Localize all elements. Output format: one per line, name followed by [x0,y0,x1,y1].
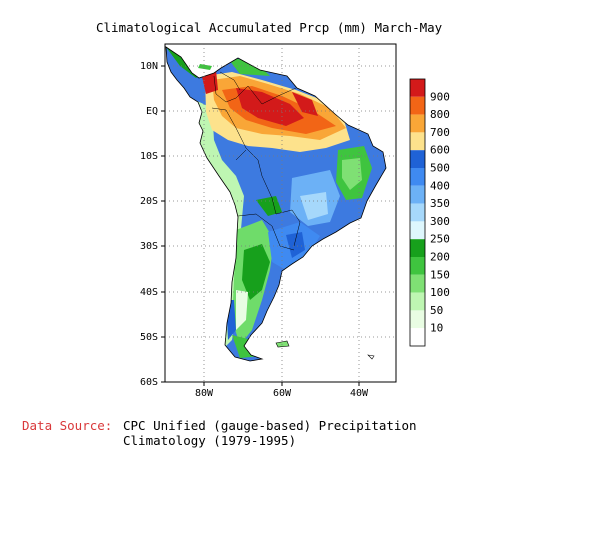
legend-swatch [410,114,425,133]
lat-label: 20S [140,196,158,207]
data-source-label: Data Source: [22,418,113,433]
legend-swatch [410,257,425,275]
data-source-line: Climatology (1979-1995) [123,433,297,448]
legend-label: 600 [430,144,450,157]
falkland-islands [275,340,290,348]
lon-label: 80W [195,388,214,399]
legend-swatch [410,203,425,222]
data-source-line: CPC Unified (gauge-based) Precipitation [123,418,417,433]
legend-colorbar: 900 800 700 600 500 400 350 300 250 200 150 100 50 10 [409,78,450,347]
lat-label: 40S [140,287,158,298]
lat-label: 10N [140,61,158,72]
legend-swatch [410,274,425,293]
lat-label: 30S [140,241,158,252]
legend-swatch [410,79,425,97]
legend-swatch [410,328,425,346]
legend-swatch [410,132,425,151]
legend-swatch [410,292,425,311]
lat-label: 60S [140,377,158,388]
legend-label: 150 [430,268,450,281]
legend-label: 500 [430,162,450,175]
legend-label: 200 [430,251,450,264]
legend-swatch [410,96,425,115]
legend-swatch [410,310,425,329]
lat-label: 50S [140,332,158,343]
lon-label: 40W [350,388,369,399]
legend-label: 900 [430,90,450,103]
legend-label: 800 [430,108,450,121]
lat-label: EQ [146,106,158,117]
lat-label: 10S [140,151,158,162]
lon-label: 60W [273,388,292,399]
legend-swatch [410,185,425,204]
legend-swatch [410,221,425,240]
legend-swatch [410,150,425,168]
legend-label: 350 [430,197,450,210]
legend-label: 10 [430,322,443,335]
legend-label: 700 [430,126,450,139]
legend-label: 100 [430,286,450,299]
map-gridlines [165,44,396,382]
data-source-text: CPC Unified (gauge-based) Precipitation … [123,418,417,448]
legend-swatch [410,168,425,186]
legend-label: 250 [430,233,450,246]
legend-label: 50 [430,304,443,317]
caribbean-islands [198,64,212,70]
legend-label: 300 [430,215,450,228]
legend-swatch [410,239,425,257]
precip-field [166,47,386,361]
map-title: Climatological Accumulated Prcp (mm) Mar… [96,20,443,35]
legend-label: 400 [430,179,450,192]
